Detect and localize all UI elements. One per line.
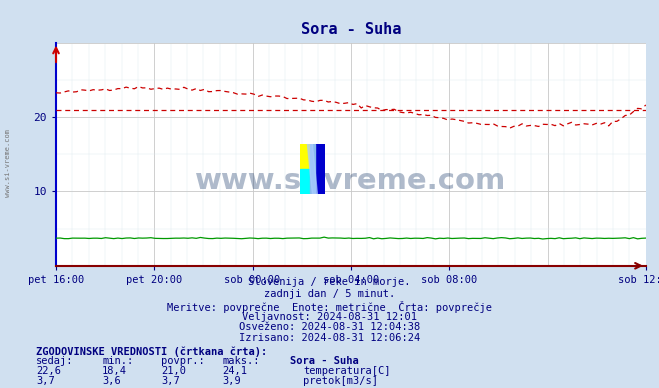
Text: temperatura[C]: temperatura[C] xyxy=(303,366,391,376)
Text: 21,0: 21,0 xyxy=(161,366,186,376)
Text: 18,4: 18,4 xyxy=(102,366,127,376)
Text: povpr.:: povpr.: xyxy=(161,356,205,366)
Text: www.si-vreme.com: www.si-vreme.com xyxy=(5,129,11,197)
Text: 3,9: 3,9 xyxy=(223,376,241,386)
Text: Izrisano: 2024-08-31 12:06:24: Izrisano: 2024-08-31 12:06:24 xyxy=(239,333,420,343)
Text: Meritve: povprečne  Enote: metrične  Črta: povprečje: Meritve: povprečne Enote: metrične Črta:… xyxy=(167,301,492,313)
Text: zadnji dan / 5 minut.: zadnji dan / 5 minut. xyxy=(264,289,395,299)
Text: 24,1: 24,1 xyxy=(223,366,248,376)
Text: 3,7: 3,7 xyxy=(36,376,55,386)
Bar xyxy=(300,144,312,169)
Text: maks.:: maks.: xyxy=(223,356,260,366)
Text: Slovenija / reke in morje.: Slovenija / reke in morje. xyxy=(248,277,411,288)
Text: min.:: min.: xyxy=(102,356,133,366)
Polygon shape xyxy=(310,144,315,194)
Bar xyxy=(300,169,312,194)
Text: sedaj:: sedaj: xyxy=(36,356,74,366)
Text: Sora - Suha: Sora - Suha xyxy=(290,356,358,366)
Text: ZGODOVINSKE VREDNOSTI (črtkana črta):: ZGODOVINSKE VREDNOSTI (črtkana črta): xyxy=(36,346,268,357)
Text: Veljavnost: 2024-08-31 12:01: Veljavnost: 2024-08-31 12:01 xyxy=(242,312,417,322)
Text: 3,7: 3,7 xyxy=(161,376,180,386)
Bar xyxy=(312,144,325,194)
Text: Osveženo: 2024-08-31 12:04:38: Osveženo: 2024-08-31 12:04:38 xyxy=(239,322,420,332)
Text: www.si-vreme.com: www.si-vreme.com xyxy=(195,167,507,195)
Text: pretok[m3/s]: pretok[m3/s] xyxy=(303,376,378,386)
Polygon shape xyxy=(307,144,318,194)
Text: 22,6: 22,6 xyxy=(36,366,61,376)
Text: 3,6: 3,6 xyxy=(102,376,121,386)
Title: Sora - Suha: Sora - Suha xyxy=(301,23,401,37)
